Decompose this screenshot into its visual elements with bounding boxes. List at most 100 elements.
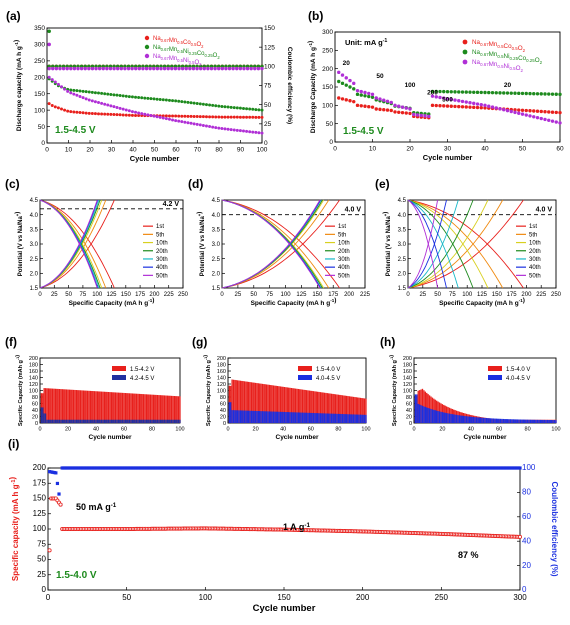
- a-ylabel: Discharge capacity (mA h g-1): [13, 40, 23, 131]
- b-capacity-point: [535, 115, 540, 120]
- b-capacity-point: [367, 91, 371, 96]
- a-capacity-point: [84, 97, 88, 101]
- f-bar-high: [130, 419, 132, 423]
- a-capacity-point: [223, 105, 227, 109]
- f-bar-high: [159, 419, 162, 423]
- g-bar-low: [358, 397, 360, 423]
- g-bar-low: [307, 390, 309, 423]
- d-legend-label: 50th: [338, 273, 350, 279]
- a-efficiency-point: [152, 66, 156, 71]
- b-capacity-point: [558, 92, 562, 97]
- h-bar-high: [501, 418, 503, 423]
- b-capacity-point: [352, 99, 356, 104]
- a-ytick2-label: 100: [264, 64, 275, 71]
- g-ytick-label: 100: [217, 389, 226, 395]
- f-bar-high: [142, 419, 145, 423]
- f-ytick-label: 40: [32, 408, 38, 414]
- g-bar-high: [300, 412, 302, 423]
- a-capacity-point: [251, 115, 255, 119]
- b-capacity-point: [438, 95, 442, 100]
- f-bar-high: [131, 419, 134, 423]
- a-capacity-point: [115, 106, 119, 110]
- a-ytick-label: 50: [38, 124, 46, 131]
- a-capacity-point: [66, 109, 70, 113]
- g-bar-low: [263, 384, 265, 423]
- a-capacity-point: [81, 96, 85, 100]
- panel-label-h: (h): [380, 335, 395, 349]
- h-bar-high: [495, 418, 497, 423]
- b-capacity-point: [472, 101, 476, 106]
- b-capacity-point: [472, 105, 476, 110]
- a-xtick-label: 20: [86, 147, 94, 154]
- f-bar-low: [65, 389, 68, 423]
- f-bar-low: [169, 395, 171, 423]
- i-xtick-label: 0: [46, 593, 51, 602]
- f-bar-high: [85, 419, 87, 423]
- a-capacity-point: [149, 113, 153, 117]
- g-bar-high: [288, 412, 290, 423]
- b-capacity-point: [363, 90, 367, 95]
- g-bar-high: [296, 412, 298, 423]
- f-bar-high: [58, 419, 61, 423]
- f-bar-low: [147, 394, 149, 423]
- h-ytick-label: 200: [403, 356, 412, 362]
- b-capacity-point: [520, 91, 525, 96]
- d-discharge-curve: [221, 199, 325, 289]
- h-legend-swatch: [488, 375, 502, 380]
- g-bar-low: [311, 390, 313, 423]
- b-capacity-point: [449, 97, 453, 102]
- d-ytick-label: 4.5: [212, 198, 221, 204]
- c-xtick-label: 25: [51, 292, 58, 298]
- f-bar-low: [133, 393, 135, 423]
- a-capacity-point: [97, 91, 101, 95]
- h-bar-high: [545, 419, 547, 423]
- c-xtick-label: 150: [121, 292, 132, 298]
- a-capacity-point: [103, 92, 107, 96]
- c-discharge-curve: [39, 199, 99, 289]
- a-efficiency-point: [137, 66, 142, 71]
- b-capacity-point: [547, 110, 551, 114]
- f-bar-low: [175, 396, 177, 423]
- h-bar-high: [491, 418, 493, 423]
- a-capacity-point: [211, 115, 215, 119]
- g-bar-low: [232, 379, 235, 423]
- g-bar-low: [323, 392, 326, 423]
- b-capacity-point: [550, 92, 555, 96]
- a-efficiency-point: [72, 66, 77, 71]
- a-efficiency-point: [97, 66, 102, 71]
- a-capacity-point: [257, 115, 261, 119]
- f-bar-high: [116, 419, 118, 423]
- g-bar-high: [357, 414, 359, 423]
- a-capacity-point: [254, 115, 258, 119]
- a-capacity-point: [186, 100, 190, 104]
- a-efficiency-point: [162, 66, 167, 71]
- g-bar-high: [253, 410, 255, 423]
- a-capacity-point: [186, 114, 190, 118]
- g-bar-low: [236, 380, 239, 423]
- b-capacity-point: [385, 99, 390, 104]
- a-xtick-label: 0: [45, 147, 49, 154]
- e-xtick-label: 50: [434, 292, 441, 298]
- g-bar-low: [282, 386, 284, 423]
- i-ytick2-label: 20: [522, 561, 531, 570]
- h-bar-high: [532, 419, 534, 423]
- b-rate-label: 20: [504, 82, 512, 89]
- g-bar-high: [351, 414, 353, 423]
- h-bar-high: [453, 414, 455, 423]
- f-bar-low: [113, 392, 115, 423]
- a-efficiency-point: [144, 66, 149, 71]
- i-efficiency-point: [54, 471, 58, 475]
- a-ytick2-label: 50: [264, 102, 272, 109]
- i-capacity-point: [58, 502, 63, 507]
- f-bar-high: [135, 419, 138, 423]
- a-capacity-point: [130, 95, 134, 99]
- h-bar-high: [489, 418, 492, 423]
- d-ytick-label: 2.5: [212, 257, 221, 263]
- g-bar-high: [272, 411, 275, 423]
- b-capacity-point: [337, 70, 341, 75]
- g-bar-low: [279, 386, 282, 423]
- d-legend-label: 10th: [338, 241, 350, 247]
- b-capacity-point: [532, 109, 536, 113]
- a-capacity-point: [127, 95, 131, 99]
- f-bar-low: [165, 395, 167, 423]
